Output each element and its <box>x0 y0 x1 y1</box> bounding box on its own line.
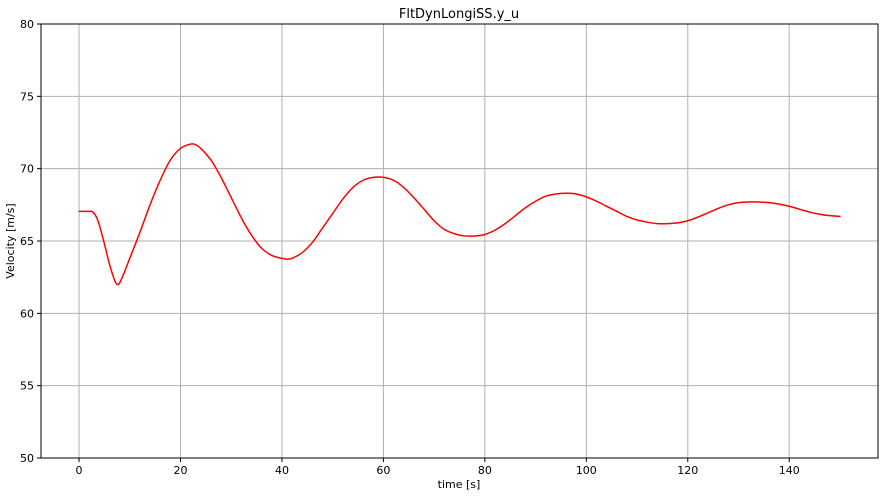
x-tick-label: 80 <box>478 464 492 477</box>
y-tick-label: 80 <box>20 18 34 31</box>
y-axis-title: Velocity [m/s] <box>4 203 17 278</box>
x-axis-title: time [s] <box>438 478 481 491</box>
y-tick-label: 55 <box>20 380 34 393</box>
x-tick-label: 120 <box>677 464 698 477</box>
x-tick-label: 60 <box>376 464 390 477</box>
y-tick-label: 60 <box>20 307 34 320</box>
velocity-series-line <box>78 143 841 286</box>
y-tick-label: 65 <box>20 235 34 248</box>
x-tick-label: 100 <box>576 464 597 477</box>
x-tick-label: 40 <box>275 464 289 477</box>
y-tick-label: 50 <box>20 452 34 465</box>
y-axis-ticks: 50 55 60 65 70 75 80 <box>20 18 41 465</box>
x-axis-ticks: 0 20 40 60 80 100 120 140 <box>76 458 800 477</box>
chart-title: FltDynLongiSS.y_u <box>399 7 519 22</box>
grid-lines <box>41 23 878 459</box>
x-tick-label: 20 <box>174 464 188 477</box>
series-layer <box>78 143 841 286</box>
x-tick-label: 0 <box>76 464 83 477</box>
y-tick-label: 70 <box>20 163 34 176</box>
x-tick-label: 140 <box>779 464 800 477</box>
y-tick-label: 75 <box>20 90 34 103</box>
